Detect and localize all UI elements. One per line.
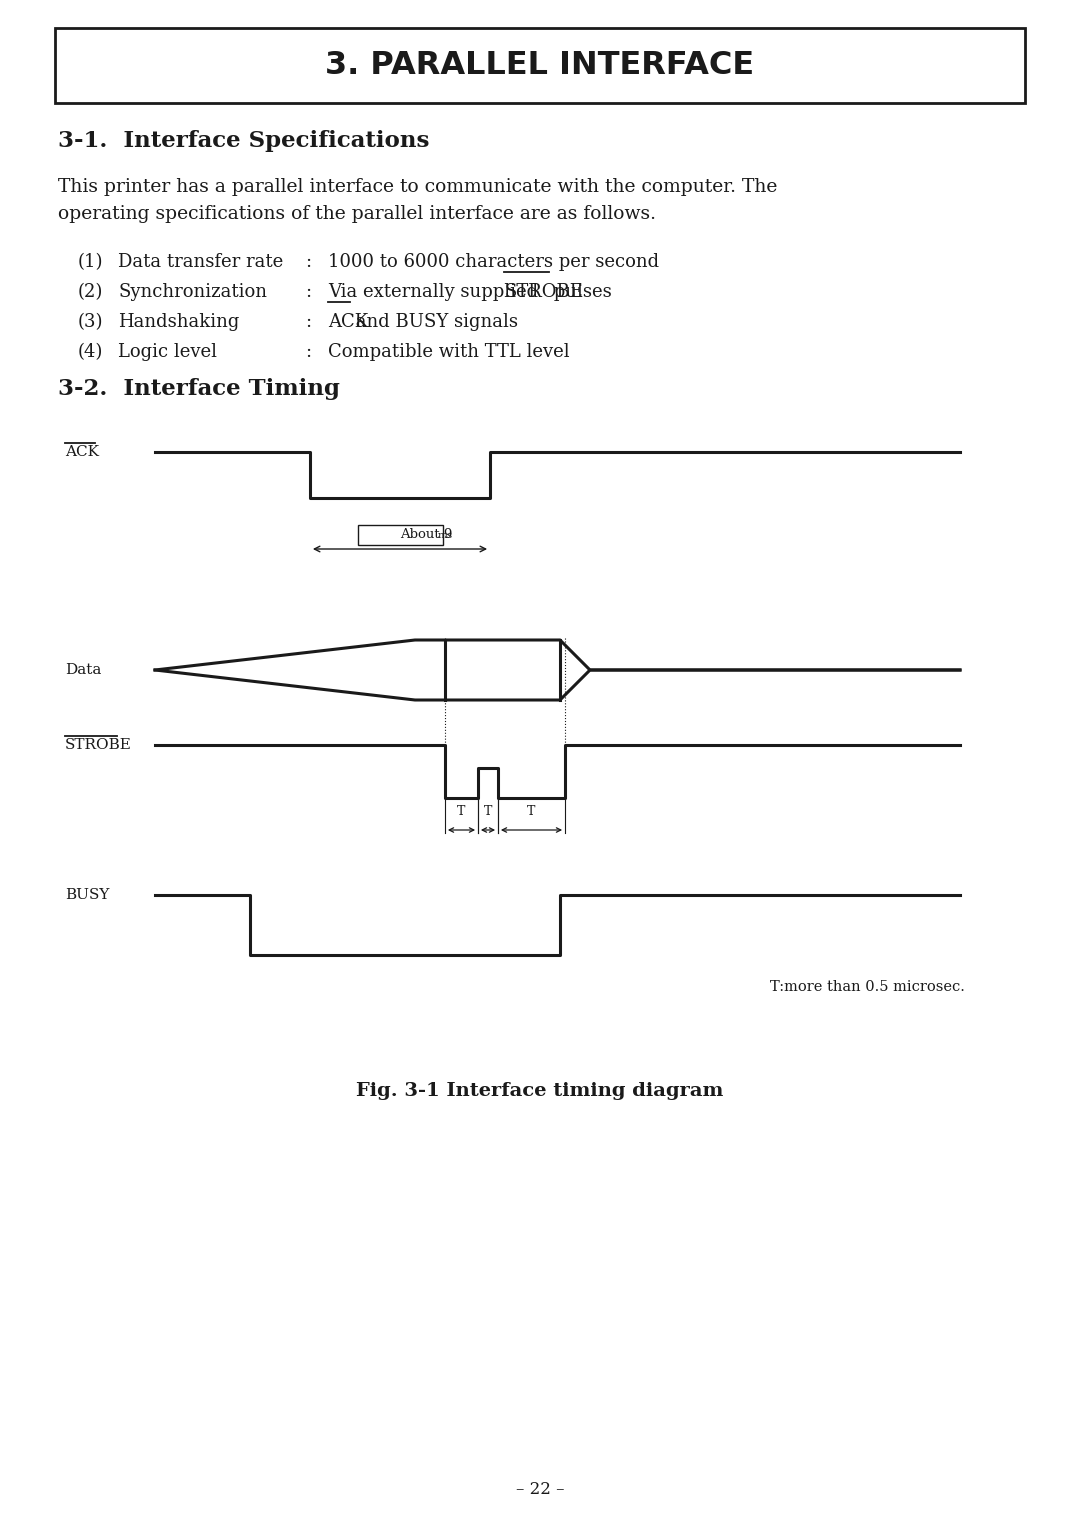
Text: Data transfer rate: Data transfer rate — [118, 253, 283, 271]
Text: Via externally supplied: Via externally supplied — [328, 284, 544, 300]
Text: operating specifications of the parallel interface are as follows.: operating specifications of the parallel… — [58, 205, 656, 222]
Text: 1000 to 6000 characters per second: 1000 to 6000 characters per second — [328, 253, 659, 271]
Text: About 9: About 9 — [400, 529, 453, 541]
Text: This printer has a parallel interface to communicate with the computer. The: This printer has a parallel interface to… — [58, 178, 778, 196]
Text: ACK: ACK — [65, 445, 99, 458]
Text: 3-2.  Interface Timing: 3-2. Interface Timing — [58, 379, 340, 400]
Text: :: : — [305, 253, 311, 271]
Text: Handshaking: Handshaking — [118, 313, 240, 331]
Text: ACK: ACK — [328, 313, 368, 331]
Text: T: T — [527, 805, 536, 819]
Text: Fig. 3-1 Interface timing diagram: Fig. 3-1 Interface timing diagram — [356, 1082, 724, 1101]
Text: – 22 –: – 22 – — [516, 1481, 564, 1498]
Text: Compatible with TTL level: Compatible with TTL level — [328, 343, 569, 360]
Text: (4): (4) — [78, 343, 104, 360]
Text: :: : — [305, 343, 311, 360]
Text: (3): (3) — [78, 313, 104, 331]
Text: BUSY: BUSY — [65, 888, 109, 901]
Text: T:more than 0.5 microsec.: T:more than 0.5 microsec. — [770, 980, 966, 993]
Text: (1): (1) — [78, 253, 104, 271]
Text: and BUSY signals: and BUSY signals — [350, 313, 518, 331]
Bar — [357, 524, 443, 546]
Text: Synchronization: Synchronization — [118, 284, 267, 300]
Text: STROBE: STROBE — [65, 737, 132, 753]
Text: (2): (2) — [78, 284, 104, 300]
Bar — [55, 28, 1025, 103]
Text: :: : — [305, 313, 311, 331]
Text: ms: ms — [438, 532, 454, 541]
Text: Data: Data — [65, 662, 102, 678]
Text: 3-1.  Interface Specifications: 3-1. Interface Specifications — [58, 130, 430, 152]
Text: pulses: pulses — [549, 284, 612, 300]
Text: STROBE: STROBE — [504, 284, 583, 300]
Text: 3. PARALLEL INTERFACE: 3. PARALLEL INTERFACE — [325, 51, 755, 81]
Text: :: : — [305, 284, 311, 300]
Text: T: T — [484, 805, 492, 819]
Text: T: T — [457, 805, 465, 819]
Text: Logic level: Logic level — [118, 343, 217, 360]
